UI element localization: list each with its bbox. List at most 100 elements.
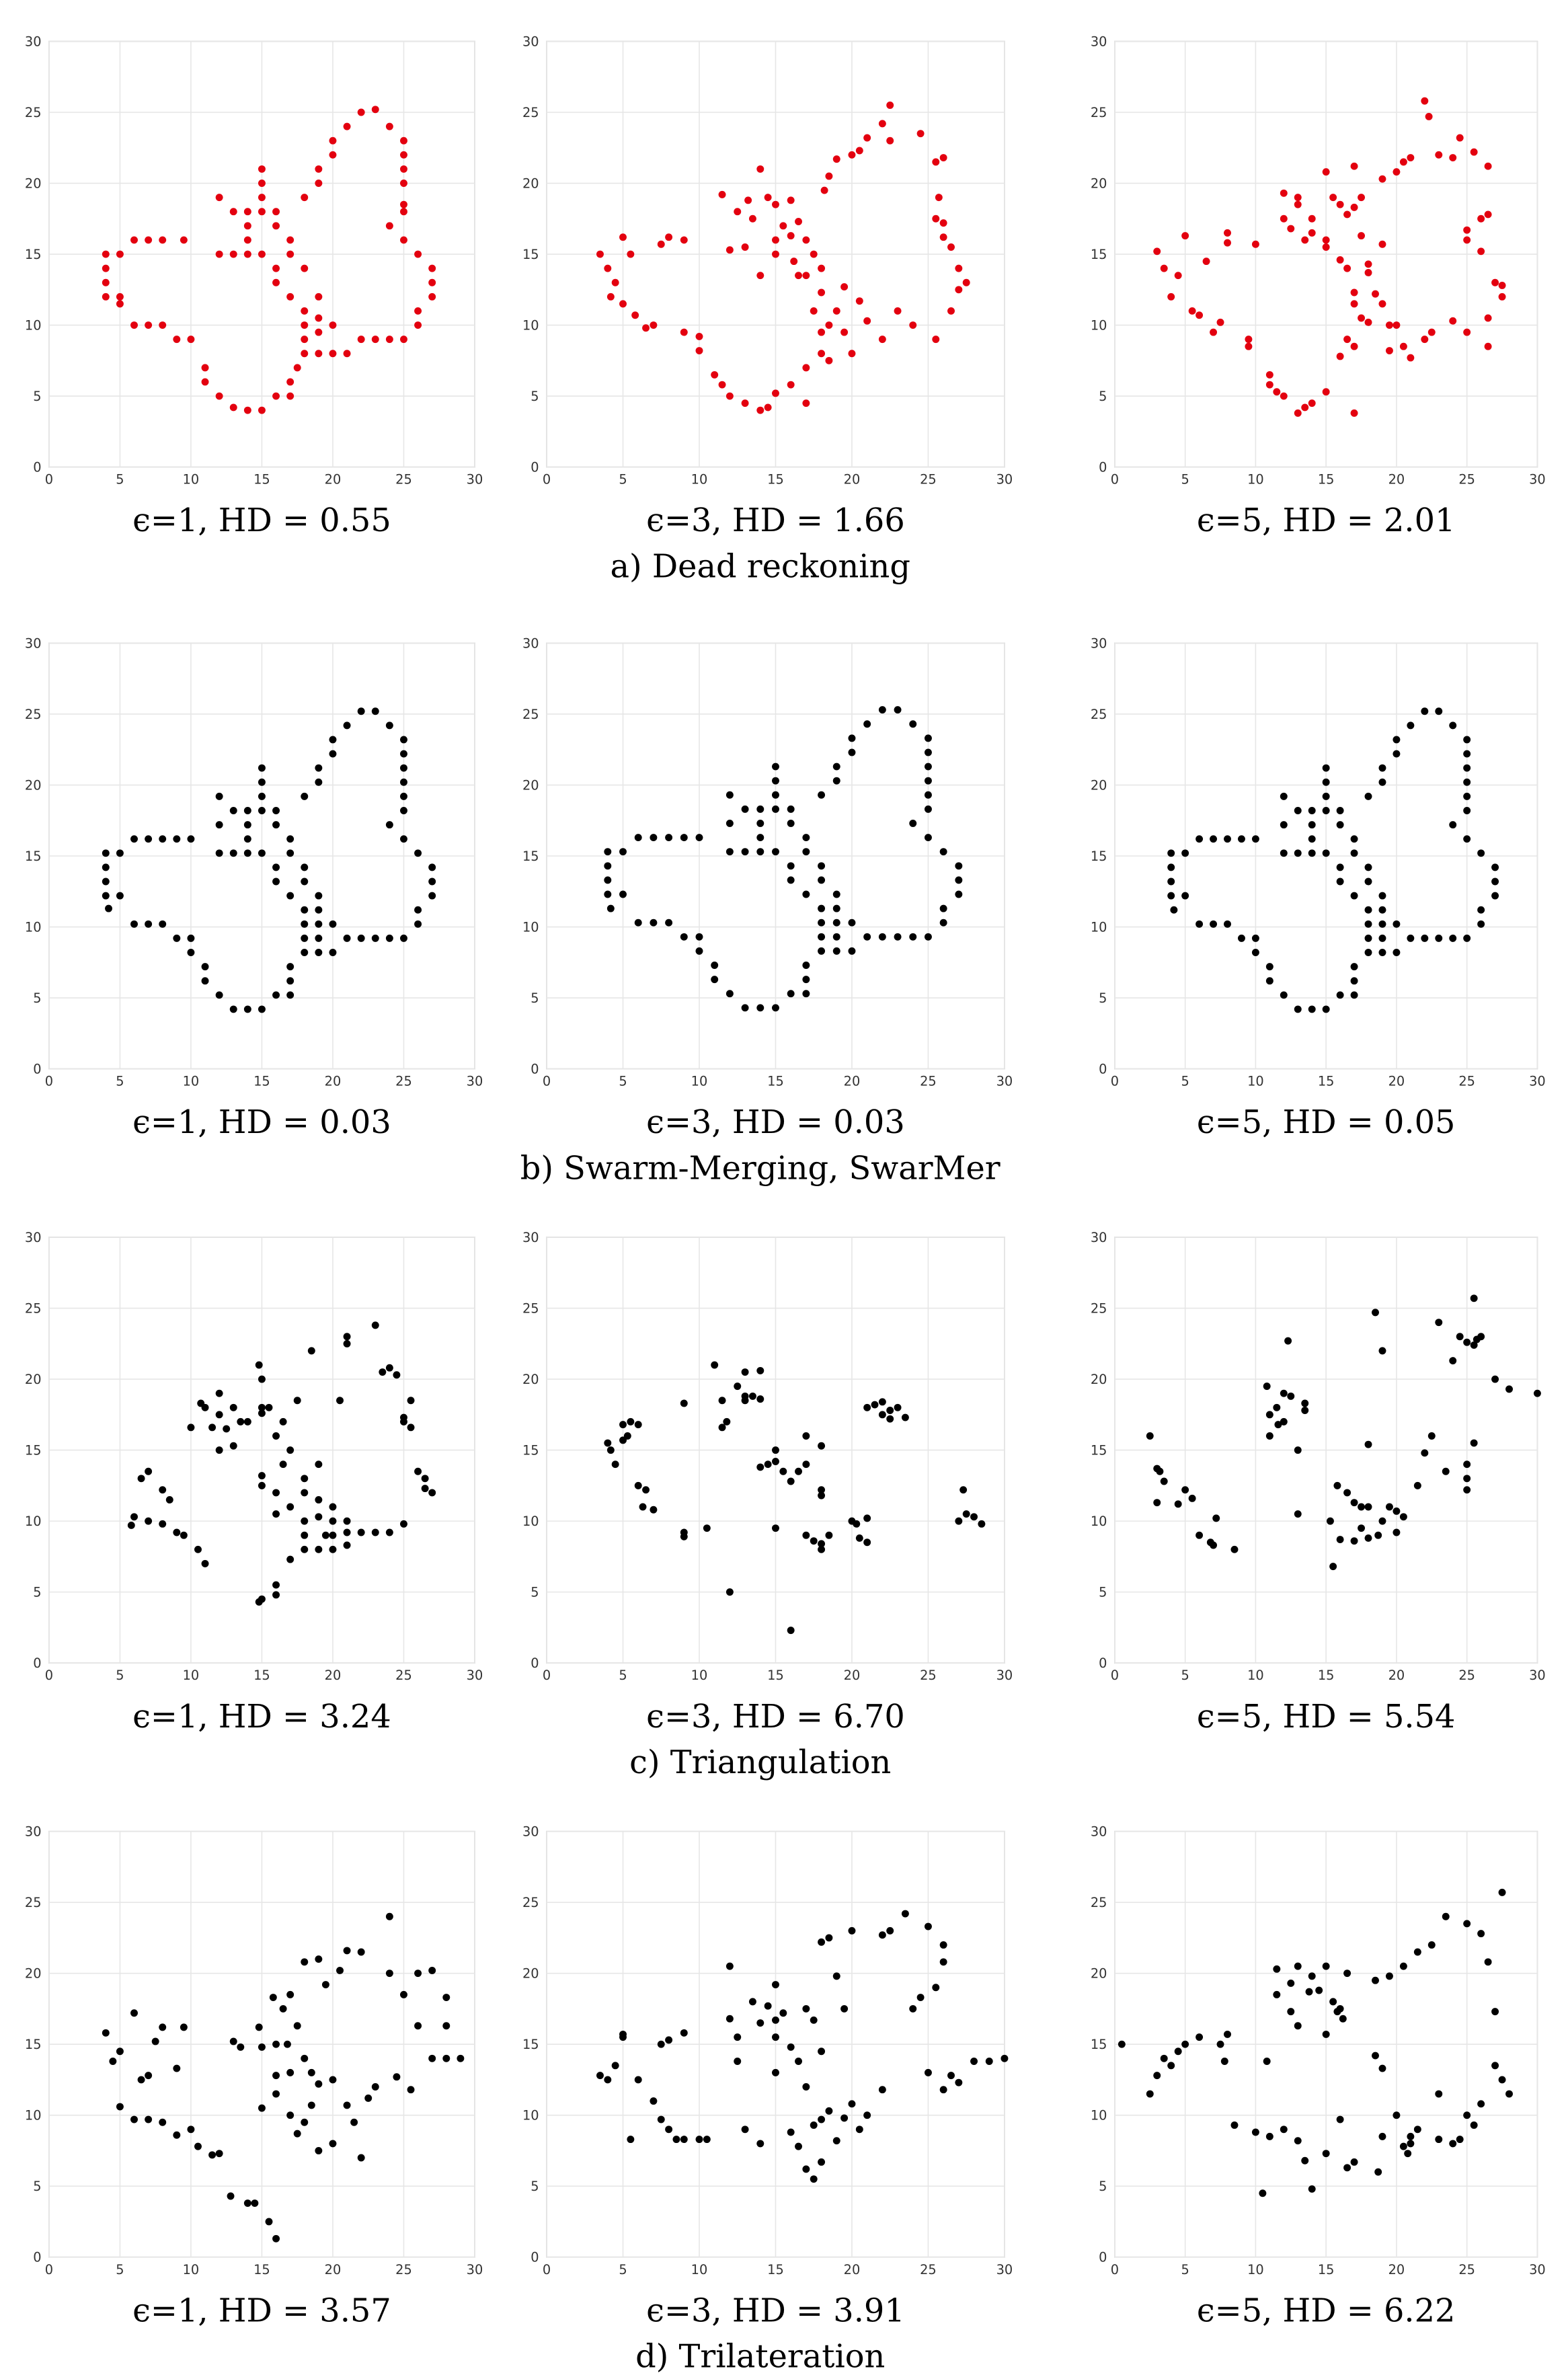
point <box>1343 2164 1351 2172</box>
subplot-caption: ϵ=3, HD = 1.66 <box>646 502 905 539</box>
point <box>1308 849 1316 857</box>
y-tick-label: 0 <box>33 459 41 475</box>
y-tick-label: 10 <box>1091 317 1107 333</box>
point <box>939 154 947 161</box>
y-tick-label: 5 <box>531 1584 539 1600</box>
point <box>229 1005 237 1013</box>
point <box>1230 2121 1239 2129</box>
point <box>1167 892 1175 900</box>
point <box>1287 1979 1295 1987</box>
point <box>606 1446 615 1454</box>
point <box>301 2118 309 2126</box>
point <box>848 1926 856 1935</box>
y-tick-label: 0 <box>1099 1655 1107 1671</box>
point <box>442 2054 450 2062</box>
point <box>301 194 309 202</box>
point <box>1498 292 1506 301</box>
point <box>1350 977 1358 985</box>
point <box>832 777 840 785</box>
point <box>611 278 619 286</box>
y-tick-label: 25 <box>25 707 42 722</box>
point <box>680 834 688 842</box>
x-tick-label: 15 <box>767 1074 784 1089</box>
point <box>1399 342 1407 350</box>
point <box>393 1371 401 1379</box>
point <box>810 307 818 315</box>
x-tick-label: 25 <box>395 1074 412 1089</box>
point <box>1216 318 1224 326</box>
point <box>1195 920 1204 928</box>
point <box>1230 1545 1239 1553</box>
point <box>1456 2136 1464 2144</box>
point <box>665 2126 673 2134</box>
x-tick-label: 0 <box>45 1668 53 1683</box>
point <box>939 919 947 927</box>
point <box>1322 1962 1330 1970</box>
point <box>272 1432 280 1440</box>
point <box>357 707 365 715</box>
point <box>272 2040 280 2048</box>
point <box>734 2033 742 2041</box>
y-tick-label: 30 <box>1091 1230 1107 1245</box>
point <box>1287 2008 1295 2016</box>
point <box>1463 236 1471 244</box>
point <box>787 820 795 827</box>
point <box>764 1460 772 1469</box>
point <box>102 892 110 900</box>
point <box>657 2115 665 2123</box>
point <box>909 2004 917 2013</box>
point <box>1195 835 1204 843</box>
point <box>1456 134 1464 142</box>
point <box>855 1534 863 1542</box>
point <box>1463 1338 1471 1346</box>
point <box>886 1415 894 1423</box>
point <box>243 849 251 857</box>
point <box>665 834 673 842</box>
point <box>400 807 407 814</box>
point <box>1160 2054 1168 2062</box>
point <box>102 292 110 301</box>
point <box>787 196 795 204</box>
point <box>627 2136 635 2144</box>
point <box>695 347 703 354</box>
x-tick-label: 0 <box>1111 2262 1119 2277</box>
point <box>286 963 295 971</box>
point <box>756 1463 765 1471</box>
point <box>385 222 393 230</box>
point <box>1315 1986 1323 1994</box>
point <box>1449 821 1457 829</box>
point <box>1358 194 1366 202</box>
point <box>371 1321 379 1329</box>
point <box>315 906 323 914</box>
point <box>301 2054 309 2062</box>
point <box>772 250 779 258</box>
point <box>1463 2111 1471 2119</box>
point <box>1463 1486 1471 1494</box>
point <box>1421 97 1429 105</box>
point <box>428 1489 436 1497</box>
point <box>795 272 802 280</box>
point <box>1378 920 1386 928</box>
point <box>1378 949 1386 956</box>
point <box>790 258 798 266</box>
point <box>894 706 902 714</box>
point <box>329 920 337 928</box>
point <box>855 2126 863 2134</box>
x-tick-label: 15 <box>253 2262 270 2277</box>
point <box>269 1994 277 2002</box>
point <box>718 381 726 389</box>
x-tick-label: 10 <box>1247 2262 1264 2277</box>
point <box>1498 2076 1506 2084</box>
point <box>1463 1920 1471 1928</box>
point <box>1364 906 1372 914</box>
point <box>187 336 195 344</box>
point <box>1251 2128 1259 2136</box>
y-tick-label: 30 <box>1091 1824 1107 1839</box>
point <box>258 1472 266 1480</box>
point <box>343 1333 351 1341</box>
point <box>283 2040 291 2048</box>
point <box>407 1397 415 1405</box>
point <box>772 1458 779 1465</box>
point <box>1393 168 1401 176</box>
point <box>1358 232 1366 240</box>
